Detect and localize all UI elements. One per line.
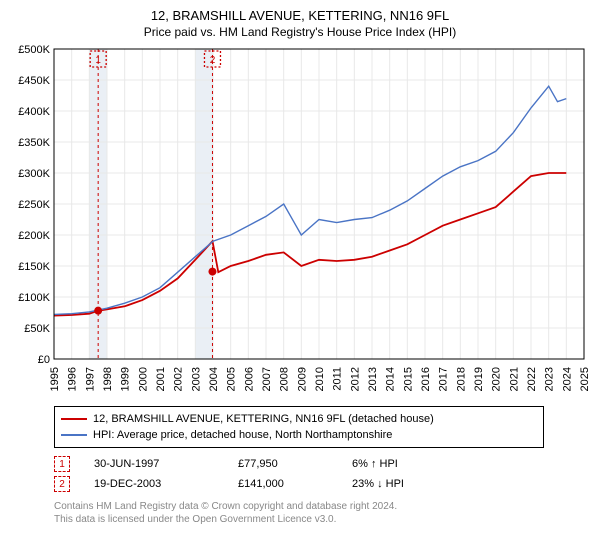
svg-text:£0: £0 — [38, 354, 50, 366]
svg-text:£200K: £200K — [18, 230, 50, 242]
svg-text:1997: 1997 — [84, 367, 96, 391]
svg-text:£150K: £150K — [18, 261, 50, 273]
svg-text:£50K: £50K — [24, 323, 50, 335]
transactions-table: 1 30-JUN-1997 £77,950 6% ↑ HPI 2 19-DEC-… — [54, 454, 544, 494]
svg-text:2024: 2024 — [561, 367, 573, 391]
svg-text:2006: 2006 — [243, 367, 255, 391]
svg-text:2012: 2012 — [349, 367, 361, 391]
svg-text:2019: 2019 — [473, 367, 485, 391]
footer-line: This data is licensed under the Open Gov… — [54, 513, 544, 526]
footer-attribution: Contains HM Land Registry data © Crown c… — [54, 500, 544, 526]
svg-text:1995: 1995 — [49, 367, 61, 391]
svg-text:2025: 2025 — [579, 367, 590, 391]
svg-text:2: 2 — [210, 55, 216, 66]
legend-swatch-hpi — [61, 434, 87, 436]
legend-swatch-paid — [61, 418, 87, 420]
svg-text:1999: 1999 — [120, 367, 132, 391]
svg-text:2014: 2014 — [385, 367, 397, 391]
svg-text:£450K: £450K — [18, 75, 50, 87]
svg-text:2023: 2023 — [544, 367, 556, 391]
page-subtitle: Price paid vs. HM Land Registry's House … — [10, 25, 590, 39]
svg-text:2003: 2003 — [190, 367, 202, 391]
svg-text:2002: 2002 — [173, 367, 185, 391]
page-title: 12, BRAMSHILL AVENUE, KETTERING, NN16 9F… — [10, 8, 590, 23]
svg-text:£500K: £500K — [18, 45, 50, 56]
svg-text:2004: 2004 — [208, 367, 220, 391]
svg-text:£100K: £100K — [18, 292, 50, 304]
footer-line: Contains HM Land Registry data © Crown c… — [54, 500, 544, 513]
svg-text:2008: 2008 — [279, 367, 291, 391]
svg-text:2020: 2020 — [491, 367, 503, 391]
transaction-price: £77,950 — [238, 458, 328, 470]
table-row: 2 19-DEC-2003 £141,000 23% ↓ HPI — [54, 474, 544, 494]
svg-text:1: 1 — [95, 55, 101, 66]
transaction-date: 19-DEC-2003 — [94, 478, 214, 490]
transaction-marker: 1 — [54, 456, 70, 472]
legend-label-paid: 12, BRAMSHILL AVENUE, KETTERING, NN16 9F… — [93, 411, 434, 427]
svg-text:2022: 2022 — [526, 367, 538, 391]
transaction-marker: 2 — [54, 476, 70, 492]
legend-label-hpi: HPI: Average price, detached house, Nort… — [93, 427, 392, 443]
price-chart: £0 £50K £100K £150K £200K £250K £300K £350K £400… — [10, 45, 590, 402]
svg-text:2018: 2018 — [455, 367, 467, 391]
svg-text:£350K: £350K — [18, 137, 50, 149]
svg-text:2013: 2013 — [367, 367, 379, 391]
svg-text:2021: 2021 — [508, 367, 520, 391]
svg-text:2001: 2001 — [155, 367, 167, 391]
table-row: 1 30-JUN-1997 £77,950 6% ↑ HPI — [54, 454, 544, 474]
svg-text:2017: 2017 — [438, 367, 450, 391]
svg-text:2005: 2005 — [226, 367, 238, 391]
transaction-price: £141,000 — [238, 478, 328, 490]
svg-text:1996: 1996 — [67, 367, 79, 391]
svg-text:2010: 2010 — [314, 367, 326, 391]
transaction-diff: 6% ↑ HPI — [352, 458, 472, 470]
svg-text:2011: 2011 — [332, 367, 344, 391]
legend: 12, BRAMSHILL AVENUE, KETTERING, NN16 9F… — [54, 406, 544, 448]
svg-text:2007: 2007 — [261, 367, 273, 391]
svg-text:£400K: £400K — [18, 106, 50, 118]
svg-text:2015: 2015 — [402, 367, 414, 391]
svg-text:2000: 2000 — [137, 367, 149, 391]
svg-text:1998: 1998 — [102, 367, 114, 391]
transaction-diff: 23% ↓ HPI — [352, 478, 472, 490]
svg-text:2016: 2016 — [420, 367, 432, 391]
transaction-date: 30-JUN-1997 — [94, 458, 214, 470]
svg-text:£300K: £300K — [18, 168, 50, 180]
svg-text:£250K: £250K — [18, 199, 50, 211]
svg-text:2009: 2009 — [296, 367, 308, 391]
